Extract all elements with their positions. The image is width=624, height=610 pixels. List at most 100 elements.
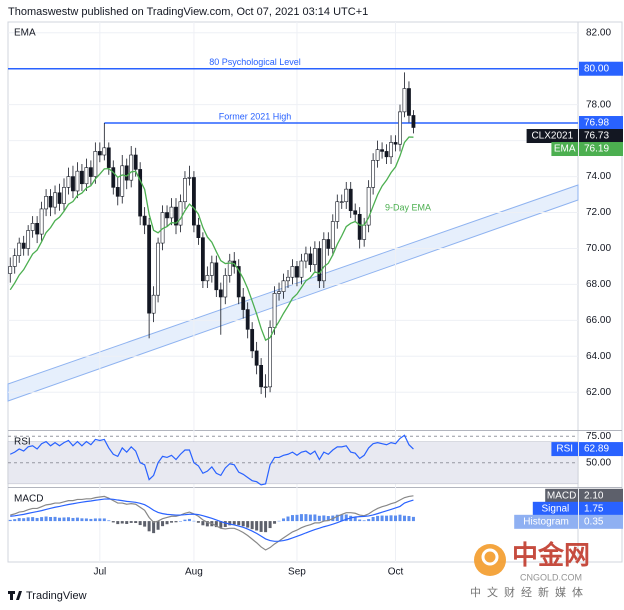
histogram-bar [411,516,415,522]
candle-body [330,221,335,249]
histogram-bar [402,515,406,522]
ema-line [9,136,414,342]
axis-tag-name: Histogram [523,516,569,527]
axis-tag-bg [579,442,623,457]
candle-body [339,201,344,203]
candle-body [102,147,107,156]
candle-body [66,176,71,188]
histogram-bar [31,517,35,522]
candle-body [209,262,214,276]
histogram-bar [13,519,17,522]
candle-body [317,248,322,282]
candle-body [30,223,35,231]
histogram-bar [205,521,209,527]
axis-tag-value: 1.75 [584,503,604,514]
candle-body [106,147,111,168]
candle-body [165,212,169,219]
logo-mark [10,591,13,600]
candle-body [398,111,402,145]
histogram-bar [174,521,178,523]
histogram-bar [93,518,97,522]
axis-tag-name: Signal [541,503,569,514]
histogram-bar [147,521,151,532]
candle-body [326,239,331,249]
candle-body [353,210,358,215]
candle-body [402,88,407,113]
histogram-bar [264,521,268,533]
footer-brand: TradingView [26,590,87,602]
candle-body [53,192,57,208]
candle-body [241,296,246,310]
axis-tag-name-bg [526,129,578,144]
y-tick-label: 66.00 [586,315,611,326]
macd-line [10,498,414,542]
candle-body [196,224,201,238]
candle-body [26,230,31,249]
histogram-bar [40,517,44,522]
histogram-bar [53,516,57,522]
histogram-bar [183,519,187,522]
histogram-bar [308,514,312,522]
candle-body [142,215,147,226]
histogram-bar [358,519,362,522]
candle-body [169,206,174,219]
histogram-bar [138,521,142,526]
histogram-bar [35,517,39,522]
histogram-bar [187,518,191,522]
histogram-bar [116,521,120,525]
y-tick-label: 64.00 [586,351,611,362]
histogram-bar [17,518,21,522]
axis-tag-value: 76.73 [584,131,609,142]
histogram-bar [250,521,254,530]
candle-body [21,242,26,249]
histogram-bar [98,518,102,522]
histogram-bar [362,520,366,522]
watermark: 中金网 CNGOLD.COM 中文财经新媒体 [470,540,590,599]
candle-body [84,167,89,185]
candle-body [129,154,134,181]
candle-body [380,149,384,152]
level-text: 80 Psychological Level [209,57,301,67]
axis-tag-name: RSI [556,444,573,455]
histogram-bar [299,514,303,522]
candle-body [178,201,183,226]
candle-body [245,309,250,330]
histogram-bar [290,515,294,522]
histogram-bar [62,517,66,522]
logo-mark [16,591,22,600]
histogram-bar [394,515,398,522]
axis-tag-bg [579,116,623,131]
candle-body [384,151,389,158]
candle-body [371,160,376,188]
axis-tag-name: MACD [547,490,576,501]
candle-body [393,142,398,145]
histogram-bar [380,515,384,522]
histogram-bar [228,521,232,526]
candle-body [295,266,299,278]
candle-body [304,253,308,262]
footer-logo: TradingView [8,590,87,602]
candle-body [183,178,187,203]
histogram-bar [89,518,93,522]
candle-body [8,266,13,274]
histogram-bar [317,515,321,522]
candle-body [62,187,66,204]
histogram-bar [120,521,124,524]
candle-body [200,237,205,282]
candle-body [223,275,228,298]
candle-body [286,276,290,282]
axis-tag-name-bg [551,442,578,457]
axis-tag-value: 76.98 [584,118,609,129]
candle-body [75,170,80,192]
y-tick-label: 70.00 [586,243,611,254]
indicator-label: RSI [14,437,31,448]
histogram-bar [214,521,218,528]
axis-tag-bg [579,514,623,529]
histogram-bar [353,517,357,522]
histogram-bar [376,515,380,522]
histogram-bar [277,520,281,522]
candle-body [277,291,281,294]
histogram-bar [326,516,330,522]
